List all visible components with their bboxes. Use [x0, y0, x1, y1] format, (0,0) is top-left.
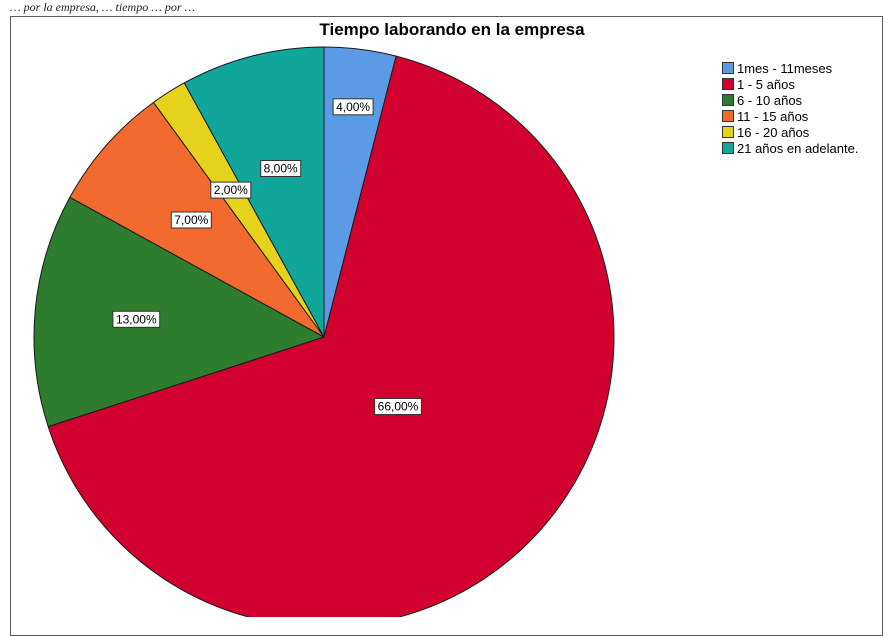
- pie-slice: [33, 196, 326, 428]
- slice-label-box: [332, 98, 374, 116]
- slice-label: 7,00%: [170, 211, 212, 229]
- slice-label: 2,00%: [210, 181, 252, 199]
- pie-slice: [47, 55, 615, 617]
- pie-slice: [183, 46, 325, 338]
- legend-item: 6 - 10 años: [722, 92, 858, 108]
- slice-label-text: 4,00%: [336, 100, 370, 114]
- slice-label: 66,00%: [374, 398, 422, 415]
- slice-label-text: 66,00%: [378, 400, 419, 414]
- legend-label: 16 - 20 años: [737, 124, 810, 140]
- legend: 1mes - 11meses 1 - 5 años 6 - 10 años 11…: [722, 60, 858, 156]
- slice-label-text: 8,00%: [264, 162, 298, 176]
- slice-label-box: [112, 310, 161, 328]
- legend-swatch: [722, 110, 734, 122]
- slice-label-text: 7,00%: [174, 213, 208, 227]
- legend-swatch: [722, 62, 734, 74]
- legend-item: 21 años en adelante.: [722, 140, 858, 156]
- legend-item: 1 - 5 años: [722, 76, 858, 92]
- slice-label-text: 2,00%: [214, 183, 248, 197]
- legend-label: 1 - 5 años: [737, 76, 795, 92]
- slice-label-text: 13,00%: [116, 312, 157, 326]
- legend-label: 11 - 15 años: [737, 108, 809, 124]
- slice-label: 13,00%: [112, 310, 161, 328]
- legend-item: 1mes - 11meses: [722, 60, 858, 76]
- legend-label: 21 años en adelante.: [737, 140, 859, 156]
- slice-label: 8,00%: [260, 160, 302, 177]
- slice-label-box: [210, 181, 252, 199]
- slice-label-box: [260, 160, 302, 177]
- pie-chart: 4,00% 66,00% 13,00% 7,00% 2,00% 8,00%: [33, 46, 615, 617]
- slice-label-box: [170, 211, 212, 229]
- legend-label: 6 - 10 años: [737, 92, 803, 108]
- top-caption: … por la empresa, … tiempo … por …: [10, 0, 196, 14]
- legend-label: 1mes - 11meses: [737, 60, 833, 76]
- legend-item: 11 - 15 años: [722, 108, 858, 124]
- legend-swatch: [722, 94, 734, 106]
- chart-title: Tiempo laborando en la empresa: [319, 20, 585, 39]
- legend-item: 16 - 20 años: [722, 124, 858, 140]
- legend-swatch: [722, 78, 734, 90]
- slice-label: 4,00%: [332, 98, 374, 116]
- legend-swatch: [722, 126, 734, 138]
- slice-label-box: [374, 398, 422, 415]
- legend-swatch: [722, 142, 734, 154]
